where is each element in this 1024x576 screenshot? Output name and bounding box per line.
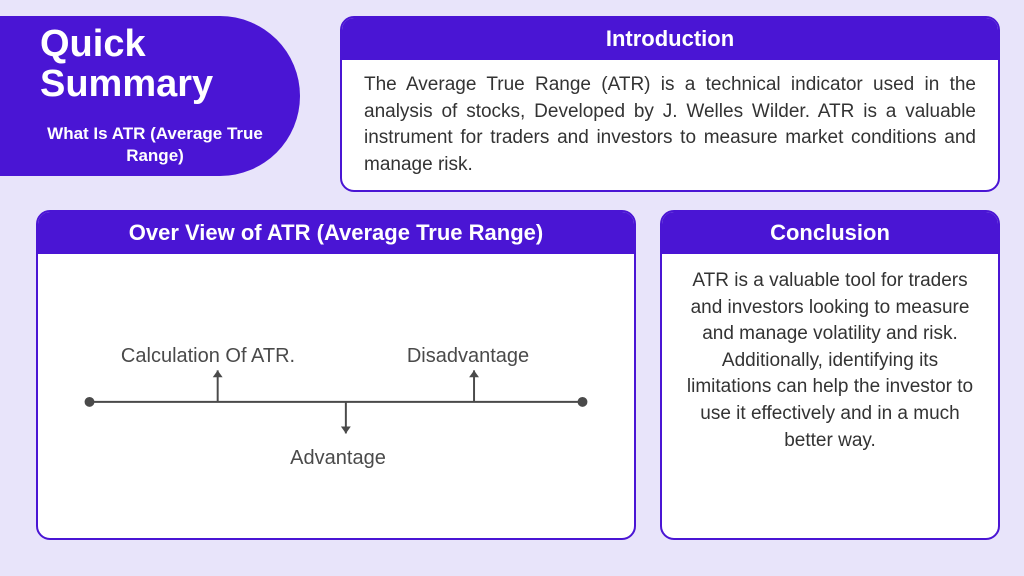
timeline-point-label: Disadvantage <box>407 342 529 370</box>
overview-timeline <box>38 254 634 536</box>
intro-body: The Average True Range (ATR) is a techni… <box>342 60 998 190</box>
overview-body: Calculation Of ATR. Advantage Disadvantage <box>38 254 634 536</box>
summary-subtitle: What Is ATR (Average True Range) <box>40 123 270 167</box>
summary-title-line1: Quick <box>40 23 146 65</box>
timeline-point-label: Advantage <box>290 444 386 472</box>
overview-header: Over View of ATR (Average True Range) <box>38 212 634 254</box>
conclusion-body: ATR is a valuable tool for traders and i… <box>662 254 998 468</box>
summary-title-line2: Summary <box>40 63 213 105</box>
conclusion-card: Conclusion ATR is a valuable tool for tr… <box>660 210 1000 540</box>
conclusion-header: Conclusion <box>662 212 998 254</box>
overview-card: Over View of ATR (Average True Range) Ca… <box>36 210 636 540</box>
timeline-point-label: Calculation Of ATR. <box>121 342 295 370</box>
intro-header: Introduction <box>342 18 998 60</box>
intro-card: Introduction The Average True Range (ATR… <box>340 16 1000 192</box>
summary-badge: Quick Summary What Is ATR (Average True … <box>0 16 300 176</box>
summary-title: Quick Summary <box>40 25 270 105</box>
